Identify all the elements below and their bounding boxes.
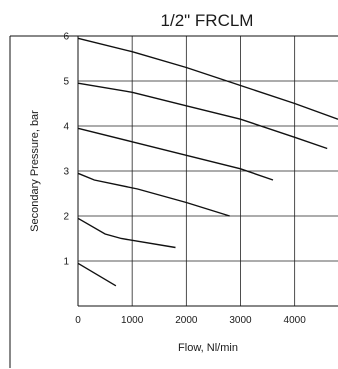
curves [77,37,338,287]
x-tick-label: 0 [75,315,81,326]
grid [78,35,338,306]
pressure-curve-6 [77,37,338,120]
pressure-curve-4 [77,127,274,181]
plot-frame [9,35,338,368]
pressure-curve-2 [77,217,176,249]
x-axis-label: Flow, Nl/min [178,342,238,354]
tick-labels: 0 1000 2000 3000 4000 1 2 3 4 5 6 [63,32,306,327]
y-tick-label: 2 [63,212,69,223]
y-tick-label: 1 [63,257,69,268]
pressure-curve-3 [77,172,230,217]
y-tick-label: 6 [63,32,69,43]
x-tick-label: 4000 [284,315,307,326]
x-tick-label: 2000 [175,315,198,326]
y-tick-label: 3 [63,167,69,178]
y-tick-label: 5 [63,77,69,88]
y-axis-label: Secondary Pressure, bar [29,110,41,232]
y-tick-label: 4 [63,122,69,133]
x-tick-label: 1000 [121,315,144,326]
chart-title: 1/2" FRCLM [161,11,254,30]
pressure-curve-5 [77,82,328,150]
x-tick-label: 3000 [229,315,252,326]
pressure-curve-1 [77,262,117,287]
